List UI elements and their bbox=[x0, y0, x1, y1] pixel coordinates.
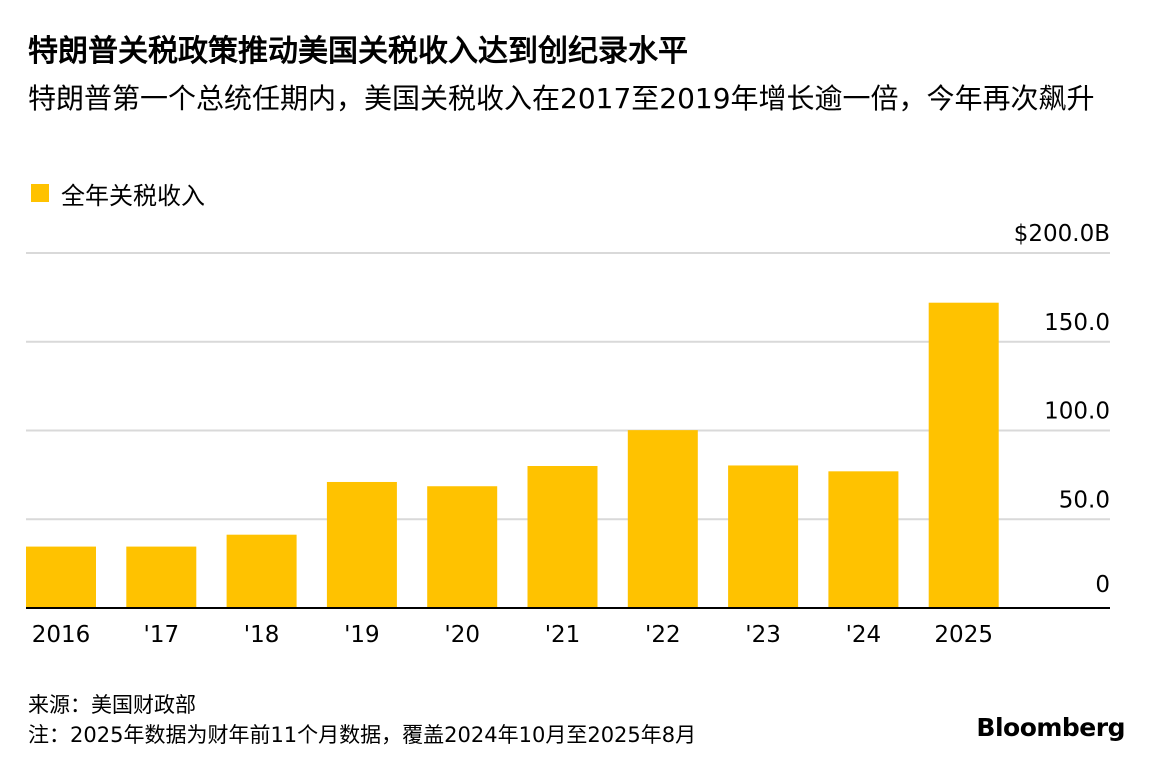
x-tick-label: '18 bbox=[244, 622, 280, 648]
x-tick-label: '17 bbox=[144, 622, 180, 648]
x-tick-label: '22 bbox=[645, 622, 681, 648]
y-tick-label: 150.0 bbox=[1044, 310, 1110, 336]
bar bbox=[326, 481, 397, 608]
legend-label: 全年关税收入 bbox=[61, 181, 205, 210]
bar bbox=[728, 465, 799, 608]
x-tick-label: '19 bbox=[344, 622, 380, 648]
chart-subtitle: 特朗普第一个总统任期内，美国关税收入在2017至2019年增长逾一倍，今年再次飙… bbox=[28, 82, 1095, 115]
bar bbox=[928, 302, 999, 608]
footnote: 注：2025年数据为财年前11个月数据，覆盖2024年10月至2025年8月 bbox=[28, 723, 697, 747]
chart-title: 特朗普关税政策推动美国关税收入达到创纪录水平 bbox=[28, 34, 688, 69]
legend-swatch bbox=[31, 184, 49, 202]
x-tick-label: '23 bbox=[745, 622, 781, 648]
bloomberg-logo: Bloomberg bbox=[976, 713, 1125, 742]
bar bbox=[126, 546, 197, 608]
source-note: 来源：美国财政部 bbox=[28, 693, 196, 717]
y-tick-label: $200.0B bbox=[1014, 221, 1110, 247]
bar bbox=[427, 486, 498, 608]
x-tick-label: '21 bbox=[545, 622, 581, 648]
x-tick-label: '20 bbox=[444, 622, 480, 648]
bar bbox=[26, 546, 96, 608]
bar bbox=[627, 430, 698, 608]
y-tick-label: 50.0 bbox=[1059, 487, 1110, 513]
bar bbox=[226, 534, 297, 608]
y-tick-label: 0 bbox=[1095, 572, 1110, 598]
bar bbox=[527, 466, 598, 608]
x-tick-label: 2016 bbox=[32, 622, 91, 648]
y-tick-label: 100.0 bbox=[1044, 399, 1110, 425]
x-tick-label: 2025 bbox=[934, 622, 993, 648]
bar bbox=[828, 471, 899, 608]
x-tick-label: '24 bbox=[846, 622, 882, 648]
legend: 全年关税收入 bbox=[28, 178, 205, 210]
